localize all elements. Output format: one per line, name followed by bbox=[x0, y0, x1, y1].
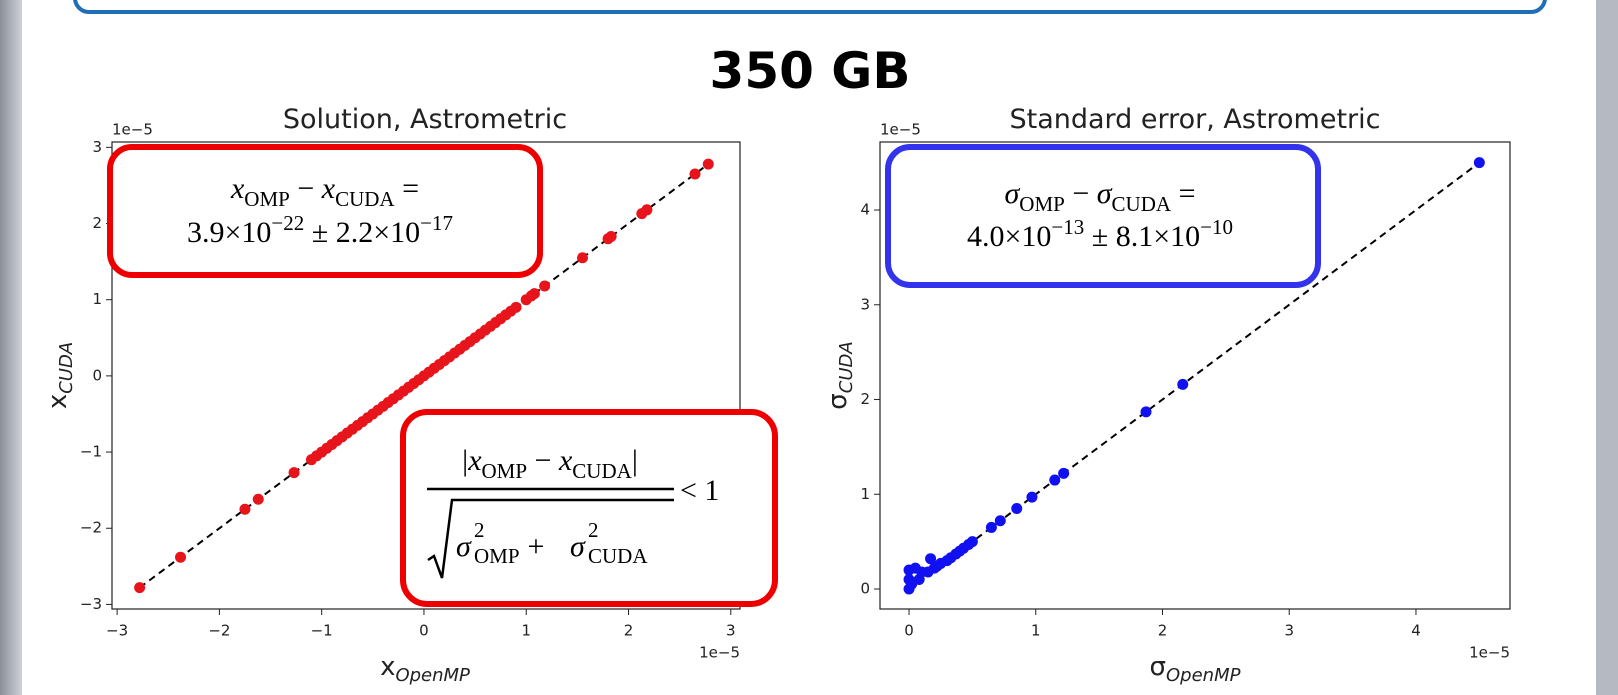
point bbox=[967, 536, 978, 547]
x-tick-label: 1 bbox=[1031, 622, 1041, 640]
point bbox=[539, 280, 550, 291]
annotation: σ bbox=[456, 530, 472, 563]
y-tick-label: 3 bbox=[860, 295, 870, 313]
chart-title: Solution, Astrometric bbox=[283, 104, 567, 135]
annotation-box bbox=[110, 147, 540, 275]
x-tick-label: 0 bbox=[904, 622, 914, 640]
x-tick-label: 2 bbox=[624, 622, 634, 640]
offset-text: 1e−5 bbox=[112, 121, 153, 139]
x-tick-label: 3 bbox=[1284, 622, 1294, 640]
x-axis-label-main: σ bbox=[1150, 652, 1166, 682]
annotation: CUDA bbox=[588, 544, 648, 568]
annotation: 3.9×10−22 ± 2.2×10−17 bbox=[187, 211, 453, 249]
annotation-box bbox=[403, 412, 775, 604]
x-axis-label: σOpenMP bbox=[1150, 652, 1241, 686]
point bbox=[1026, 492, 1037, 503]
y-tick-label: 1 bbox=[92, 290, 102, 308]
point bbox=[689, 168, 700, 179]
x-tick-label: 0 bbox=[419, 622, 429, 640]
slide: 350 GB −3 −2 −1 0 1 2 3 −3 −2 −1 0 1 2 3 1e−5 1e−5 Solut… bbox=[0, 0, 1618, 695]
point bbox=[986, 522, 997, 533]
x-axis-label-sub: OpenMP bbox=[1166, 665, 1241, 686]
point bbox=[1049, 475, 1060, 486]
x-tick-label: −2 bbox=[208, 622, 230, 640]
point bbox=[289, 467, 300, 478]
point bbox=[1011, 503, 1022, 514]
annotation: σ bbox=[570, 530, 586, 563]
annotation: OMP bbox=[474, 544, 520, 568]
background-strip bbox=[0, 0, 22, 695]
y-tick-label: 2 bbox=[860, 390, 870, 408]
point bbox=[577, 252, 588, 263]
annotation: 2 bbox=[474, 518, 485, 542]
y-axis-label-main: σ bbox=[823, 393, 853, 409]
annotation: 4.0×10−13 ± 8.1×10−10 bbox=[967, 215, 1233, 253]
y-axis-label: xCUDA bbox=[43, 342, 77, 409]
point bbox=[1058, 468, 1069, 479]
annotation: 2 bbox=[588, 518, 599, 542]
offset-text: 1e−5 bbox=[699, 644, 740, 662]
point bbox=[511, 302, 522, 313]
point bbox=[239, 504, 250, 515]
x-axis-label-main: x bbox=[380, 652, 395, 682]
x-axis-label: xOpenMP bbox=[380, 652, 470, 686]
point bbox=[175, 552, 186, 563]
x-tick-label: 2 bbox=[1158, 622, 1168, 640]
slide-title: 350 GB bbox=[710, 42, 911, 100]
point bbox=[1474, 157, 1485, 168]
x-tick-label: −1 bbox=[311, 622, 333, 640]
point bbox=[529, 288, 540, 299]
y-tick-label: 4 bbox=[860, 201, 870, 219]
y-tick-label: −1 bbox=[80, 443, 102, 461]
y-tick-label: −3 bbox=[80, 595, 102, 613]
annotation: < 1 bbox=[680, 474, 719, 507]
x-tick-label: 3 bbox=[726, 622, 736, 640]
y-axis-label-sub: CUDA bbox=[56, 342, 77, 394]
point bbox=[1141, 406, 1152, 417]
point bbox=[641, 204, 652, 215]
offset-text: 1e−5 bbox=[880, 121, 921, 139]
annotation: + bbox=[520, 530, 552, 563]
x-tick-label: 4 bbox=[1411, 622, 1421, 640]
x-tick-label: 1 bbox=[521, 622, 531, 640]
header-box bbox=[75, 0, 1545, 12]
y-tick-label: 3 bbox=[92, 138, 102, 156]
y-tick-label: 2 bbox=[92, 214, 102, 232]
point bbox=[995, 515, 1006, 526]
y-axis-label-sub: CUDA bbox=[836, 341, 857, 393]
point bbox=[134, 582, 145, 593]
chart-title: Standard error, Astrometric bbox=[1009, 104, 1380, 135]
y-tick-label: 0 bbox=[92, 366, 102, 384]
x-tick-label: −3 bbox=[106, 622, 128, 640]
offset-text: 1e−5 bbox=[1469, 644, 1510, 662]
y-tick-label: 0 bbox=[860, 580, 870, 598]
point bbox=[606, 231, 617, 242]
background-strip bbox=[1596, 0, 1618, 695]
point bbox=[1177, 379, 1188, 390]
y-tick-label: −2 bbox=[80, 519, 102, 537]
y-axis-label-main: x bbox=[43, 394, 73, 409]
point bbox=[703, 159, 714, 170]
x-axis-label-sub: OpenMP bbox=[395, 665, 470, 686]
point bbox=[253, 494, 264, 505]
y-tick-label: 1 bbox=[860, 485, 870, 503]
annotation-box bbox=[888, 147, 1318, 285]
y-axis-label: σCUDA bbox=[823, 341, 857, 409]
